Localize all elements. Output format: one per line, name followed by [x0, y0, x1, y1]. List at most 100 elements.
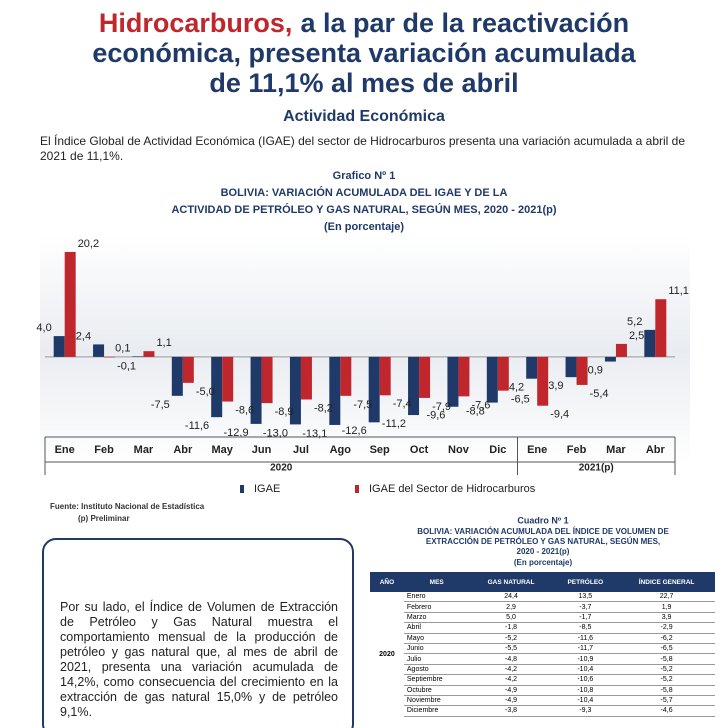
x-tick-label: Mar	[606, 444, 626, 456]
cell: Enero	[403, 592, 470, 603]
value-label: -5,0	[196, 386, 215, 398]
bar	[261, 356, 273, 404]
row: Septiembre -4,2 -10,6 -5,2	[370, 674, 715, 686]
value-label: 20,2	[78, 238, 99, 250]
table-subtitle: (En porcentaje)	[514, 558, 573, 567]
chart-title: ACTIVIDAD DE PETRÓLEO Y GAS NATURAL, SEG…	[171, 203, 556, 216]
cell: -10,9	[552, 653, 619, 665]
value-label: -12,9	[223, 427, 248, 439]
bar	[143, 351, 155, 357]
row: Marzo 5,0 -1,7 3,9	[370, 612, 715, 624]
cell: -4,6	[618, 705, 715, 717]
value-label: -7,9	[432, 401, 451, 413]
cell: -9,3	[552, 705, 619, 717]
value-label: 5,2	[627, 316, 642, 328]
title-line: económica, presenta variación acumulada	[92, 38, 636, 68]
cell: -10,4	[552, 664, 619, 676]
row: Diciembre -3,8 -9,3 -4,6	[370, 705, 715, 717]
x-tick-label: Nov	[448, 444, 470, 456]
source: (p) Preliminar	[78, 514, 130, 523]
cell: Julio	[403, 653, 470, 665]
title: Hidrocarburos, a la par de la reactivació…	[99, 8, 629, 38]
cell: -10,8	[552, 685, 619, 696]
x-tick-label: Oct	[410, 444, 429, 456]
bar	[537, 356, 549, 406]
year-cell: 2020	[379, 650, 395, 658]
bar	[655, 299, 667, 357]
bar	[104, 356, 116, 358]
x-tick-label: Feb	[567, 444, 587, 456]
chart-subtitle: (En porcentaje)	[324, 221, 404, 233]
cell: Junio	[403, 643, 470, 655]
cell: -11,6	[552, 633, 619, 644]
value-label: -13,0	[263, 427, 288, 439]
bar	[604, 356, 616, 362]
row: Agosto -4,2 -10,4 -5,2	[370, 664, 715, 676]
value-label: 4,0	[36, 322, 51, 334]
cell: -5,5	[469, 643, 553, 655]
bar	[408, 356, 420, 416]
x-tick-label: May	[211, 444, 233, 456]
cell: -5,7	[618, 695, 715, 707]
table-title: BOLIVIA: VARIACIÓN ACUMULADA DEL ÍNDICE …	[417, 527, 669, 536]
row: 2020 Enero 24,4 13,5 22,7	[370, 592, 715, 658]
value-label: -12,6	[342, 425, 367, 437]
row: Julio -4,8 -10,9 -5,8	[370, 653, 715, 665]
value-label: -0,1	[117, 360, 136, 372]
cell: 1,9	[618, 601, 715, 613]
title-line: de 11,1% al mes de abril	[209, 68, 518, 98]
cell: Septiembre	[403, 674, 470, 686]
cell: -6,2	[618, 633, 715, 644]
year-label: 2021(p)	[579, 463, 614, 474]
value-label: -13,1	[302, 428, 327, 440]
cell: -10,4	[552, 695, 619, 707]
value-label: -11,6	[185, 420, 209, 432]
cell: -4,2	[469, 664, 553, 676]
x-tick-label: Sep	[370, 444, 390, 456]
value-label: -3,9	[545, 380, 564, 392]
value-label: -0,9	[584, 364, 603, 376]
x-tick-label: Ene	[527, 444, 547, 456]
value-label: -9,4	[550, 409, 569, 421]
cell: -5,2	[469, 633, 553, 644]
x-tick-label: Ene	[55, 444, 75, 456]
cell: 5,0	[469, 612, 553, 624]
column-header: GAS NATURAL	[469, 572, 553, 592]
row: Octubre -4,9 -10,8 -5,8	[370, 685, 715, 696]
value-label: -8,9	[275, 406, 294, 418]
x-tick-label: Mar	[134, 444, 154, 456]
chart-label: Grafico Nº 1	[333, 170, 396, 182]
row: Febrero 2,9 -3,7 1,9	[370, 601, 715, 613]
row: Mayo -5,2 -11,6 -6,2	[370, 633, 715, 644]
bar	[576, 356, 588, 385]
x-tick-label: Feb	[94, 444, 114, 456]
x-tick-label: Abr	[646, 444, 666, 456]
column-header: PETRÓLEO	[552, 572, 619, 592]
cell: -5,2	[618, 664, 715, 676]
value-label: 2,5	[629, 330, 644, 342]
column-header: AÑO	[370, 572, 404, 592]
cell: -6,5	[618, 643, 715, 655]
bar	[458, 356, 470, 397]
subtitle: Actividad Económica	[283, 108, 445, 125]
chart: Hidrocarburos, a la par de la reactivació…	[36, 8, 690, 567]
cell: -4,9	[469, 685, 553, 696]
bar	[329, 356, 341, 425]
cell: -2,9	[618, 622, 715, 634]
cell: -5,2	[618, 674, 715, 686]
source: Fuente: Instituto Nacional de Estadístic…	[50, 502, 205, 511]
value-label: -8,2	[314, 402, 333, 414]
cell: -4,8	[469, 653, 553, 665]
cell: -3,8	[469, 705, 553, 717]
cell: Mayo	[403, 633, 470, 644]
bar	[379, 356, 391, 396]
value-label: -7,5	[353, 399, 372, 411]
cell: -10,6	[552, 674, 619, 686]
bar	[289, 356, 301, 425]
cell: -4,2	[469, 674, 553, 686]
cell: Agosto	[403, 664, 470, 676]
value-label: -11,2	[382, 418, 406, 430]
table-title: EXTRACCIÓN DE PETRÓLEO Y GAS NATURAL, SE…	[426, 537, 660, 546]
legend-label: IGAE	[254, 483, 280, 495]
row: Noviembre -4,9 -10,4 -5,7	[370, 695, 715, 707]
